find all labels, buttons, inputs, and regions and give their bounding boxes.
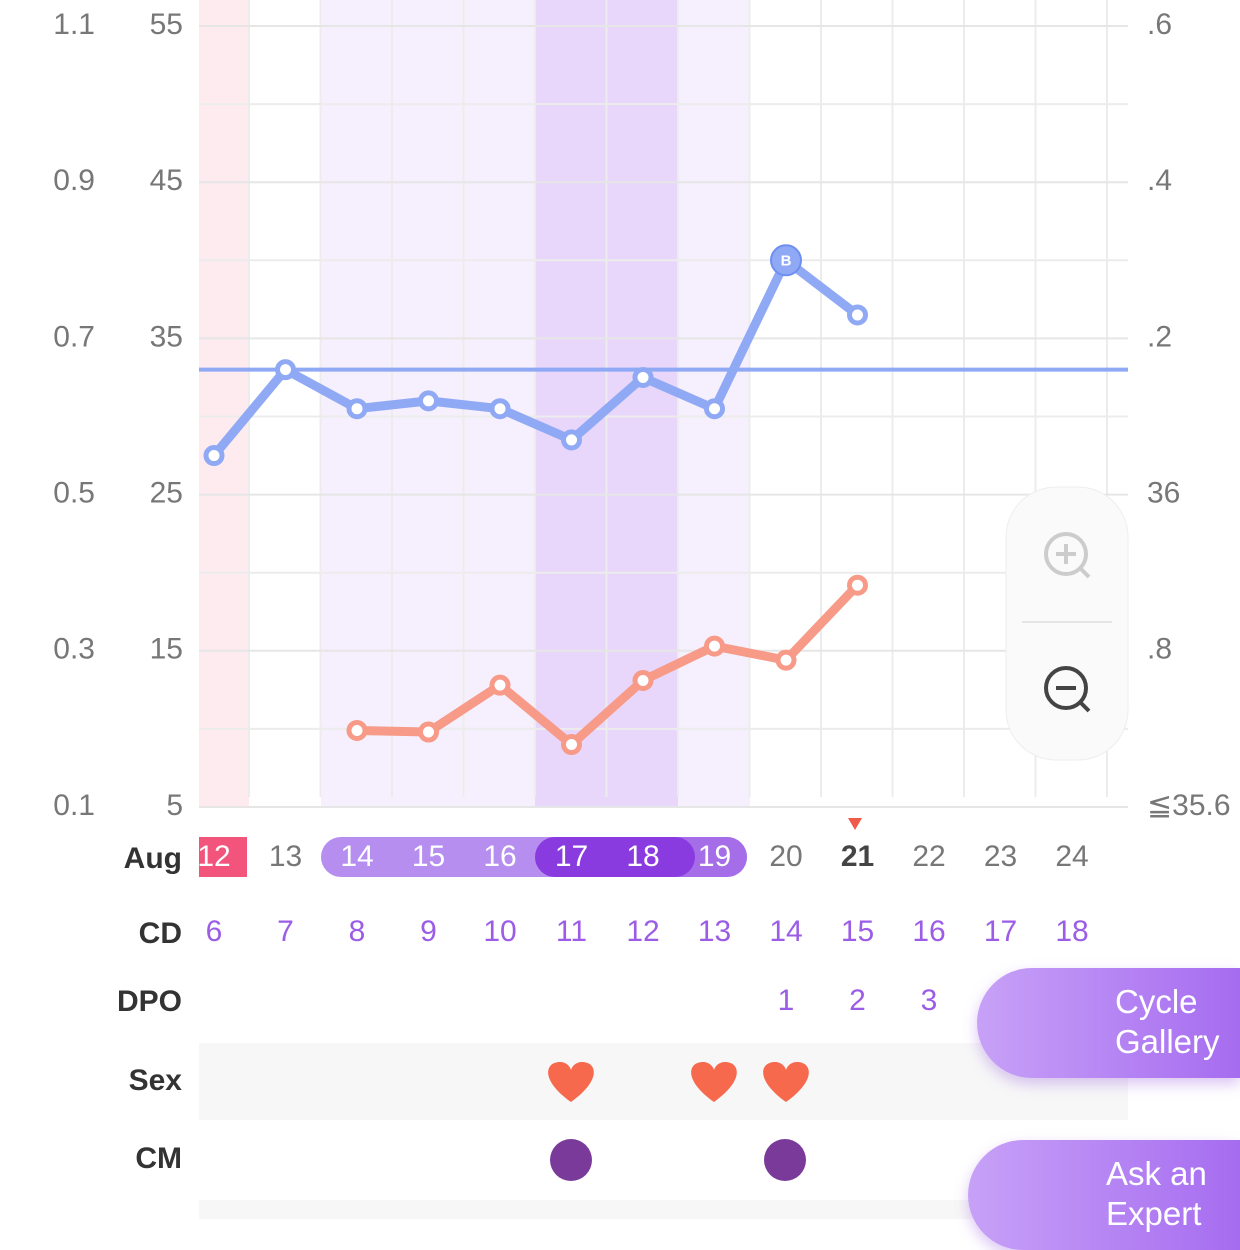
cd-value: 15 — [841, 915, 874, 948]
point — [275, 359, 296, 381]
cd-value: 9 — [420, 915, 437, 948]
point — [770, 244, 802, 277]
page: Aug CD DPO Sex CM 5 15 25 35 45 55 0.1 0.3 0.5 0.… — [53, 0, 1240, 1250]
y2-tick-label: .8 — [1147, 633, 1172, 666]
x-tick-label: 19 — [698, 840, 731, 873]
x-tick-label: 14 — [340, 840, 373, 873]
y2-tick-label: .4 — [1147, 164, 1172, 197]
x-tick-label: 16 — [483, 840, 516, 873]
point — [775, 649, 797, 671]
month-label: Aug — [124, 842, 182, 875]
zoom-out[interactable] — [1044, 666, 1091, 713]
point — [489, 398, 511, 420]
heart — [763, 1062, 809, 1102]
y-tick-label: 35 — [150, 320, 183, 353]
cd-value: 7 — [277, 915, 294, 948]
y2-tick-label: .2 — [1147, 320, 1172, 353]
point — [489, 674, 511, 696]
point — [203, 445, 225, 467]
y3-tick-label: 0.7 — [53, 320, 95, 353]
point — [346, 719, 368, 741]
dpo-value: 1 — [778, 984, 795, 1017]
y3-tick-label: 0.3 — [53, 633, 95, 666]
button-label: Ask an Expert — [1106, 1155, 1207, 1232]
cd-value: 6 — [206, 915, 223, 948]
y-tick-label: 15 — [150, 633, 183, 666]
peak-pill — [535, 837, 695, 877]
x-tick-label: 21 — [841, 840, 874, 873]
row-label: CM — [135, 1142, 182, 1175]
point — [418, 390, 439, 412]
y2-tick-label: .6 — [1147, 8, 1172, 41]
point — [418, 721, 439, 743]
x-tick-label: 23 — [984, 840, 1017, 873]
x-tick-label: 24 — [1055, 840, 1088, 873]
point-label: B — [781, 252, 792, 269]
cd-value: 14 — [769, 915, 802, 948]
cd-value: 11 — [556, 915, 587, 948]
cd-value: 8 — [349, 915, 366, 948]
point — [704, 398, 725, 420]
y3-tick-label: 0.5 — [53, 477, 95, 510]
point — [561, 734, 582, 756]
cd-value: 13 — [698, 915, 731, 948]
period-day — [199, 837, 247, 877]
y2-tick-label: ≦35.6 — [1147, 789, 1231, 822]
y-tick-label: 25 — [150, 477, 183, 510]
cd-value: 12 — [626, 915, 659, 948]
y2-tick-label: 36 — [1147, 477, 1180, 510]
y3-tick-label: 0.1 — [53, 789, 95, 822]
dpo-value: 2 — [849, 984, 866, 1017]
zoom-card — [1005, 486, 1129, 761]
heart — [548, 1062, 594, 1102]
cm-icon — [764, 1139, 806, 1181]
point — [346, 398, 368, 420]
x-tick-label: 13 — [269, 840, 302, 873]
zoom-panel — [1005, 486, 1129, 761]
cm-icon — [550, 1139, 592, 1181]
y3-tick-label: 1.1 — [53, 8, 95, 41]
y-tick-label: 45 — [150, 164, 183, 197]
point — [632, 669, 654, 691]
y-tick-label: 55 — [150, 8, 183, 41]
cd-value: 10 — [483, 915, 516, 948]
series-line — [210, 255, 861, 459]
dpo-value: 3 — [921, 984, 938, 1017]
point — [561, 429, 582, 451]
button-label: Cycle Gallery — [1115, 983, 1220, 1060]
y3-tick-label: 0.9 — [53, 164, 95, 197]
series-line — [356, 582, 861, 750]
point — [704, 635, 725, 657]
row-label: DPO — [117, 985, 182, 1018]
x-tick-label: 12 — [197, 840, 230, 873]
sex-icons — [548, 1062, 809, 1102]
point — [847, 304, 868, 326]
x-tick-label: 15 — [412, 840, 445, 873]
row-label: CD — [139, 917, 182, 950]
x-tick-label: 18 — [626, 840, 659, 873]
row-bg — [199, 1200, 1128, 1219]
period-band — [199, 0, 249, 807]
cycle-gallery-button[interactable]: Cycle Gallery — [977, 968, 1240, 1078]
ask-expert-button[interactable]: Ask an Expert — [968, 1140, 1240, 1250]
y-tick-label: 5 — [166, 789, 183, 822]
cd-value: 17 — [984, 915, 1017, 948]
row-label: Sex — [129, 1064, 183, 1097]
zoom-in[interactable] — [1044, 532, 1091, 579]
x-tick-label: 22 — [912, 840, 945, 873]
sex-row-bg — [199, 1043, 1128, 1120]
point — [847, 574, 868, 596]
x-tick-label: 17 — [555, 840, 588, 873]
chart: Aug CD DPO Sex CM 5 15 25 35 45 55 0.1 0.3 0.5 0.… — [53, 0, 1231, 1219]
cd-value: 18 — [1055, 915, 1088, 948]
x-tick-label: 20 — [769, 840, 802, 873]
cd-value: 16 — [912, 915, 945, 948]
point — [632, 366, 654, 388]
today-marker — [848, 818, 862, 830]
heart — [691, 1062, 737, 1102]
